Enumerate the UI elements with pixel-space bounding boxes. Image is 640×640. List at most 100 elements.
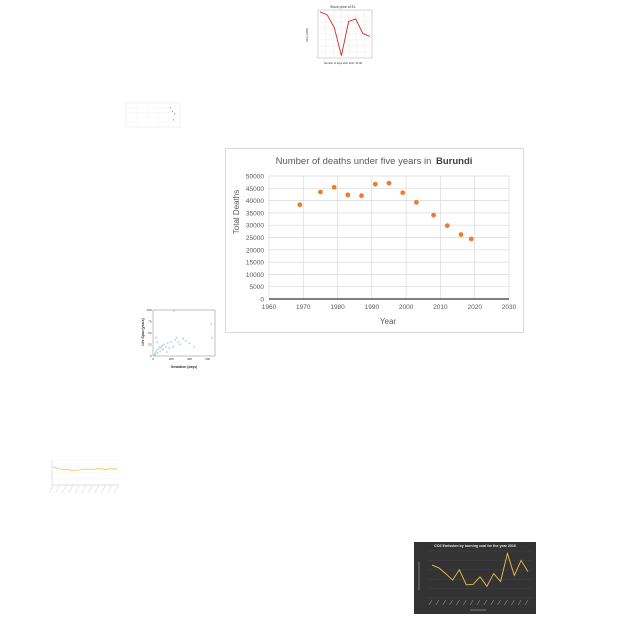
y-axis-label: Total Deaths [232, 190, 241, 234]
co2-x-tick-mark [497, 599, 501, 606]
lifespan-point [174, 339, 176, 341]
lifespan-y-tick-label: 25 [148, 343, 152, 347]
lifespan-point [162, 348, 164, 351]
lifespan-point [211, 336, 214, 339]
data-point [359, 193, 364, 199]
lifespan-point [158, 345, 161, 348]
stock-y-label: Price (USD) [305, 28, 309, 42]
lifespan-point [156, 352, 159, 355]
mini-scatter-chart [125, 102, 181, 128]
lifespan-y-tick-label: 0 [150, 354, 152, 358]
co2-series-line [431, 551, 529, 588]
y-tick-label: 5000 [250, 284, 265, 291]
lifespan-point [188, 342, 191, 344]
lifespan-point [170, 341, 173, 344]
co2-x-tick-mark [469, 599, 474, 606]
lifespan-y-tick-label: 75 [148, 320, 152, 324]
y-tick-label: 10000 [246, 272, 264, 279]
lifespan-chart: Life Span (years) Gestation (days) 0 25 50… [141, 308, 216, 369]
lifespan-point [179, 343, 182, 346]
lifespan-thumbnail: Life Span (years) Gestation (days) 0 25 50… [138, 308, 218, 372]
lifespan-y-tick-label: 50 [148, 331, 152, 335]
co2-x-tick-mark [476, 599, 481, 606]
lifespan-x-tick-label: 200 [169, 357, 174, 361]
x-tick-label: 1960 [262, 304, 277, 311]
lifespan-y-tick-label: 100 [146, 308, 151, 312]
lifespan-point [168, 346, 171, 349]
data-point [431, 212, 436, 218]
x-tick-label: 1990 [365, 304, 380, 311]
lifespan-x-tick-label: 400 [187, 357, 192, 361]
co2-x-tick-mark [435, 599, 440, 606]
x-axis-label: Year [380, 317, 397, 326]
lifespan-point [165, 351, 168, 354]
co2-x-tick-mark [511, 599, 515, 606]
y-tick-label: 40000 [246, 198, 264, 205]
stock-plot [317, 9, 373, 59]
y-tick-label: 15000 [246, 260, 264, 267]
mini-line-chart [48, 459, 119, 494]
data-points [297, 180, 474, 242]
data-point [297, 202, 303, 208]
mini-line-plot [48, 459, 119, 494]
mini-line-series [52, 466, 119, 471]
x-tick-label: 1970 [296, 304, 311, 311]
lifespan-point [155, 349, 158, 352]
lifespan-point [153, 353, 156, 356]
mini-line-x-tick-mark [61, 485, 67, 494]
co2-plot [418, 550, 532, 611]
lifespan-point [172, 345, 174, 348]
y-tick-label: 50000 [246, 174, 264, 181]
data-point [400, 190, 406, 196]
data-point [444, 223, 450, 229]
y-tick-label: 30000 [246, 223, 264, 230]
lifespan-y-label: Life Span (years) [141, 318, 145, 345]
data-point [386, 180, 392, 186]
x-tick-label: 2000 [399, 304, 414, 311]
mini-line-x-tick-mark [94, 485, 99, 494]
x-tick-label: 1980 [330, 304, 345, 311]
co2-x-tick-mark [504, 599, 508, 606]
mini-scatter-point [171, 110, 174, 112]
mini-scatter-point [174, 113, 176, 115]
mini-line-x-tick-mark [55, 485, 60, 494]
co2-thumbnail: CO2 Emission by burning coal for the yea… [414, 542, 536, 614]
data-point [458, 232, 464, 237]
data-point [318, 189, 323, 195]
tick-labels: 0 5000 10000 15000 20000 25000 30000 35000 40000… [246, 174, 517, 312]
mini-scatter-area [125, 102, 181, 128]
lifespan-point [175, 336, 178, 339]
lifespan-point [157, 348, 160, 350]
co2-x-tick-mark [428, 599, 433, 606]
co2-x-tick-mark [490, 599, 494, 606]
chart-title: Number of deaths under five years in Bur… [276, 156, 473, 167]
lifespan-point [164, 345, 167, 348]
x-tick-label: 2020 [467, 304, 482, 311]
mini-scatter-plot [125, 102, 181, 128]
co2-x-tick-mark [524, 599, 529, 606]
lifespan-point [177, 341, 180, 344]
co2-x-tick-mark [483, 599, 488, 606]
lifespan-point [154, 336, 157, 339]
lifespan-point [160, 346, 163, 349]
mini-line-x-tick-mark [107, 485, 112, 494]
lifespan-point [161, 345, 163, 347]
lifespan-point [184, 339, 187, 342]
mini-line-x-tick-mark [100, 485, 106, 494]
lifespan-plot-area [152, 309, 216, 357]
co2-x-tick-mark [517, 599, 522, 606]
mini-line-thumbnail [43, 452, 121, 498]
co2-chart: CO2 Emission by burning coal for the yea… [418, 544, 532, 611]
stock-price-line [319, 11, 371, 56]
stock-x-label: Number of days after 2017-10-30 [324, 61, 363, 65]
x-tick-label: 2010 [433, 304, 448, 311]
mini-line-x-tick-mark [81, 485, 86, 494]
y-tick-label: 25000 [246, 235, 264, 242]
chart-title-main: Number of deaths under five years in [276, 156, 432, 167]
mini-scatter-point [169, 107, 171, 109]
lifespan-point [163, 343, 165, 346]
mini-line-x-tick-mark [87, 485, 93, 494]
data-point [372, 181, 378, 187]
stock-chart-title: Stock price of EL [330, 5, 356, 9]
